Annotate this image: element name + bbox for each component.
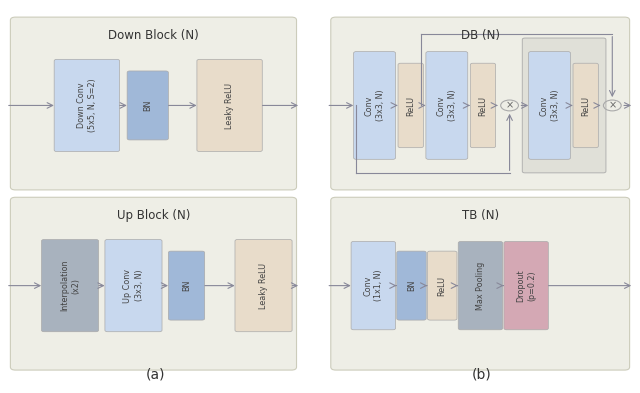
- FancyBboxPatch shape: [504, 241, 548, 330]
- FancyBboxPatch shape: [168, 251, 205, 320]
- FancyBboxPatch shape: [398, 63, 423, 148]
- FancyBboxPatch shape: [235, 239, 292, 332]
- FancyBboxPatch shape: [42, 239, 99, 332]
- Text: BN: BN: [407, 280, 416, 291]
- Text: Leaky ReLU: Leaky ReLU: [259, 263, 268, 309]
- Text: Down Conv
(5x5, N, S=2): Down Conv (5x5, N, S=2): [77, 79, 97, 132]
- FancyBboxPatch shape: [351, 241, 396, 330]
- Text: Up Block (N): Up Block (N): [116, 209, 190, 222]
- Text: ×: ×: [608, 101, 616, 110]
- Text: ReLU: ReLU: [406, 95, 415, 116]
- Text: BN: BN: [182, 280, 191, 291]
- Text: Max Pooling: Max Pooling: [476, 261, 485, 310]
- FancyBboxPatch shape: [105, 239, 162, 332]
- FancyBboxPatch shape: [331, 197, 630, 370]
- Text: Conv
(1x1, N): Conv (1x1, N): [364, 270, 383, 301]
- FancyBboxPatch shape: [522, 38, 606, 173]
- FancyBboxPatch shape: [331, 17, 630, 190]
- Text: BN: BN: [143, 100, 152, 111]
- FancyBboxPatch shape: [458, 241, 502, 330]
- Text: Interpolation
(x2): Interpolation (x2): [60, 260, 80, 311]
- FancyBboxPatch shape: [470, 63, 495, 148]
- FancyBboxPatch shape: [10, 197, 296, 370]
- FancyBboxPatch shape: [10, 17, 296, 190]
- Text: Conv
(3x3, N): Conv (3x3, N): [436, 90, 457, 121]
- Text: Dropout
(p=0.2): Dropout (p=0.2): [516, 269, 536, 302]
- Text: Leaky ReLU: Leaky ReLU: [225, 83, 234, 129]
- FancyBboxPatch shape: [197, 59, 262, 152]
- FancyBboxPatch shape: [573, 63, 598, 148]
- Text: ReLU: ReLU: [581, 95, 590, 116]
- FancyBboxPatch shape: [54, 59, 120, 152]
- Text: ReLU: ReLU: [438, 275, 447, 296]
- FancyBboxPatch shape: [428, 251, 457, 320]
- Text: ReLU: ReLU: [479, 95, 488, 116]
- Text: (a): (a): [145, 368, 164, 382]
- Text: Down Block (N): Down Block (N): [108, 29, 199, 42]
- FancyBboxPatch shape: [127, 71, 168, 140]
- Text: Conv
(3x3, N): Conv (3x3, N): [365, 90, 385, 121]
- Text: Conv
(3x3, N): Conv (3x3, N): [540, 90, 559, 121]
- FancyBboxPatch shape: [397, 251, 426, 320]
- Text: (b): (b): [472, 368, 492, 382]
- FancyBboxPatch shape: [426, 51, 468, 159]
- Text: DB (N): DB (N): [461, 29, 500, 42]
- Text: Up Conv
(3x3, N): Up Conv (3x3, N): [124, 268, 143, 303]
- Text: ×: ×: [506, 101, 514, 110]
- FancyBboxPatch shape: [354, 51, 396, 159]
- FancyBboxPatch shape: [529, 51, 570, 159]
- Text: TB (N): TB (N): [461, 209, 499, 222]
